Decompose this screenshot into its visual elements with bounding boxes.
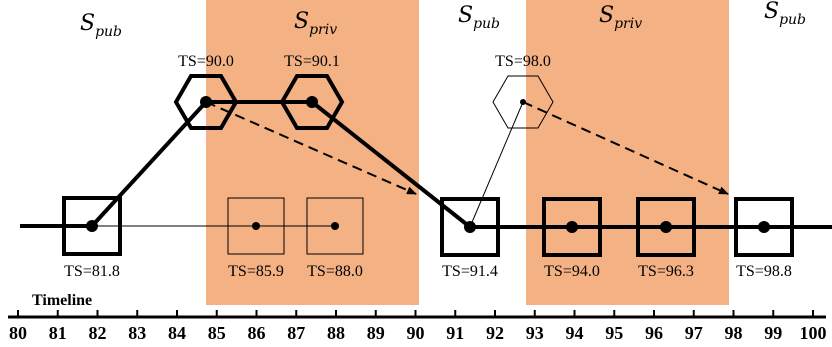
timeline-tick-label: 86 (248, 323, 266, 343)
dot-988 (758, 221, 770, 233)
timeline-tick-label: 83 (128, 323, 146, 343)
square-label-859: TS=85.9 (228, 263, 284, 280)
square-label-988: TS=98.8 (736, 263, 792, 280)
dashed-arrow-2 (522, 101, 729, 195)
dot-940 (566, 221, 578, 233)
timeline-tick-label: 82 (89, 323, 107, 343)
private-zone-1 (206, 0, 419, 305)
dot-98 (520, 99, 526, 105)
timeline-tick-label: 85 (208, 323, 226, 343)
timeline-tick-label: 88 (327, 323, 345, 343)
square-label-963: TS=96.3 (638, 263, 694, 280)
square-label-940: TS=94.0 (544, 263, 600, 280)
timeline-tick-label: 89 (367, 323, 385, 343)
dot-963 (660, 221, 672, 233)
timeline-tick-label: 91 (446, 323, 464, 343)
dot-880 (331, 222, 339, 230)
hexagon-label-90: TS=90.0 (178, 53, 234, 70)
region-label-pub-1: Spub (80, 11, 122, 40)
dot-90 (200, 96, 212, 108)
thin-link-hexagon-98 (469, 101, 524, 228)
timeline-ticks: 80 81 82 83 84 85 86 87 88 89 90 91 92 93 94 95 96 97 98 99… (9, 310, 827, 343)
region-label-pub-2: Spub (458, 3, 500, 32)
hexagon-label-98: TS=98.0 (495, 53, 551, 70)
timeline-tick-label: 100 (800, 323, 827, 343)
timeline-tick-label: 94 (566, 323, 584, 343)
timeline-tick-label: 97 (685, 323, 703, 343)
hexagon-label-901: TS=90.1 (284, 53, 340, 70)
dashed-arrow-1 (205, 101, 417, 195)
timeline-tick-label: 98 (725, 323, 743, 343)
timeline-tick-label: 96 (645, 323, 663, 343)
square-node-940 (542, 197, 602, 257)
square-node-880 (306, 197, 364, 255)
timeline-tick-label: 93 (526, 323, 544, 343)
square-node-988 (734, 197, 794, 257)
hexagon-node-90 (173, 74, 239, 130)
square-label-880: TS=88.0 (307, 263, 363, 280)
region-label-pub-3: Spub (764, 0, 806, 28)
region-label-priv-1: Spriv (294, 9, 337, 38)
square-label-914: TS=91.4 (442, 263, 498, 280)
timeline-title: Timeline (32, 292, 92, 309)
timeline-tick-label: 92 (486, 323, 504, 343)
timeline-tick-label: 84 (168, 323, 186, 343)
timeline-tick-label: 81 (49, 323, 67, 343)
square-node-963 (636, 197, 696, 257)
square-node-818 (62, 196, 122, 256)
square-node-859 (227, 197, 285, 255)
dot-901 (306, 96, 318, 108)
timeline-tick-label: 90 (407, 323, 425, 343)
private-zone-2 (526, 0, 729, 305)
hexagon-node-98 (492, 75, 554, 129)
dot-818 (86, 220, 98, 232)
timeline-tick-label: 80 (9, 323, 27, 343)
square-label-818: TS=81.8 (64, 263, 120, 280)
timeline-tick-label: 99 (764, 323, 782, 343)
region-label-priv-2: Spriv (599, 3, 642, 32)
timeline-tick-label: 95 (605, 323, 623, 343)
dot-859 (252, 222, 260, 230)
square-node-914 (440, 197, 500, 257)
timeline-tick-label: 87 (287, 323, 305, 343)
dot-914 (464, 221, 476, 233)
hexagon-node-901 (279, 74, 345, 130)
